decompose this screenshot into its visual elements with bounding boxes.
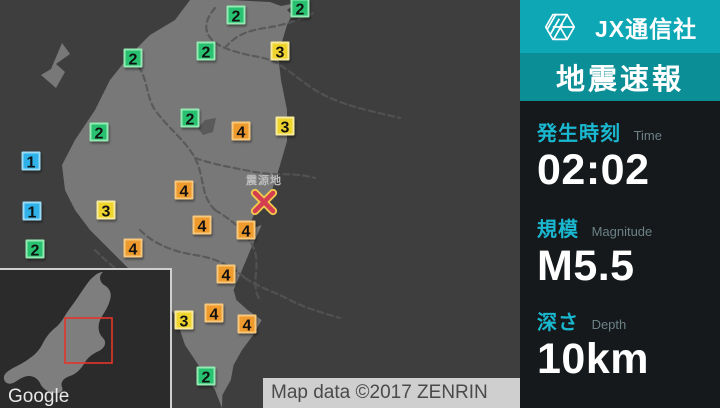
svg-text:Google: Google xyxy=(8,386,69,407)
